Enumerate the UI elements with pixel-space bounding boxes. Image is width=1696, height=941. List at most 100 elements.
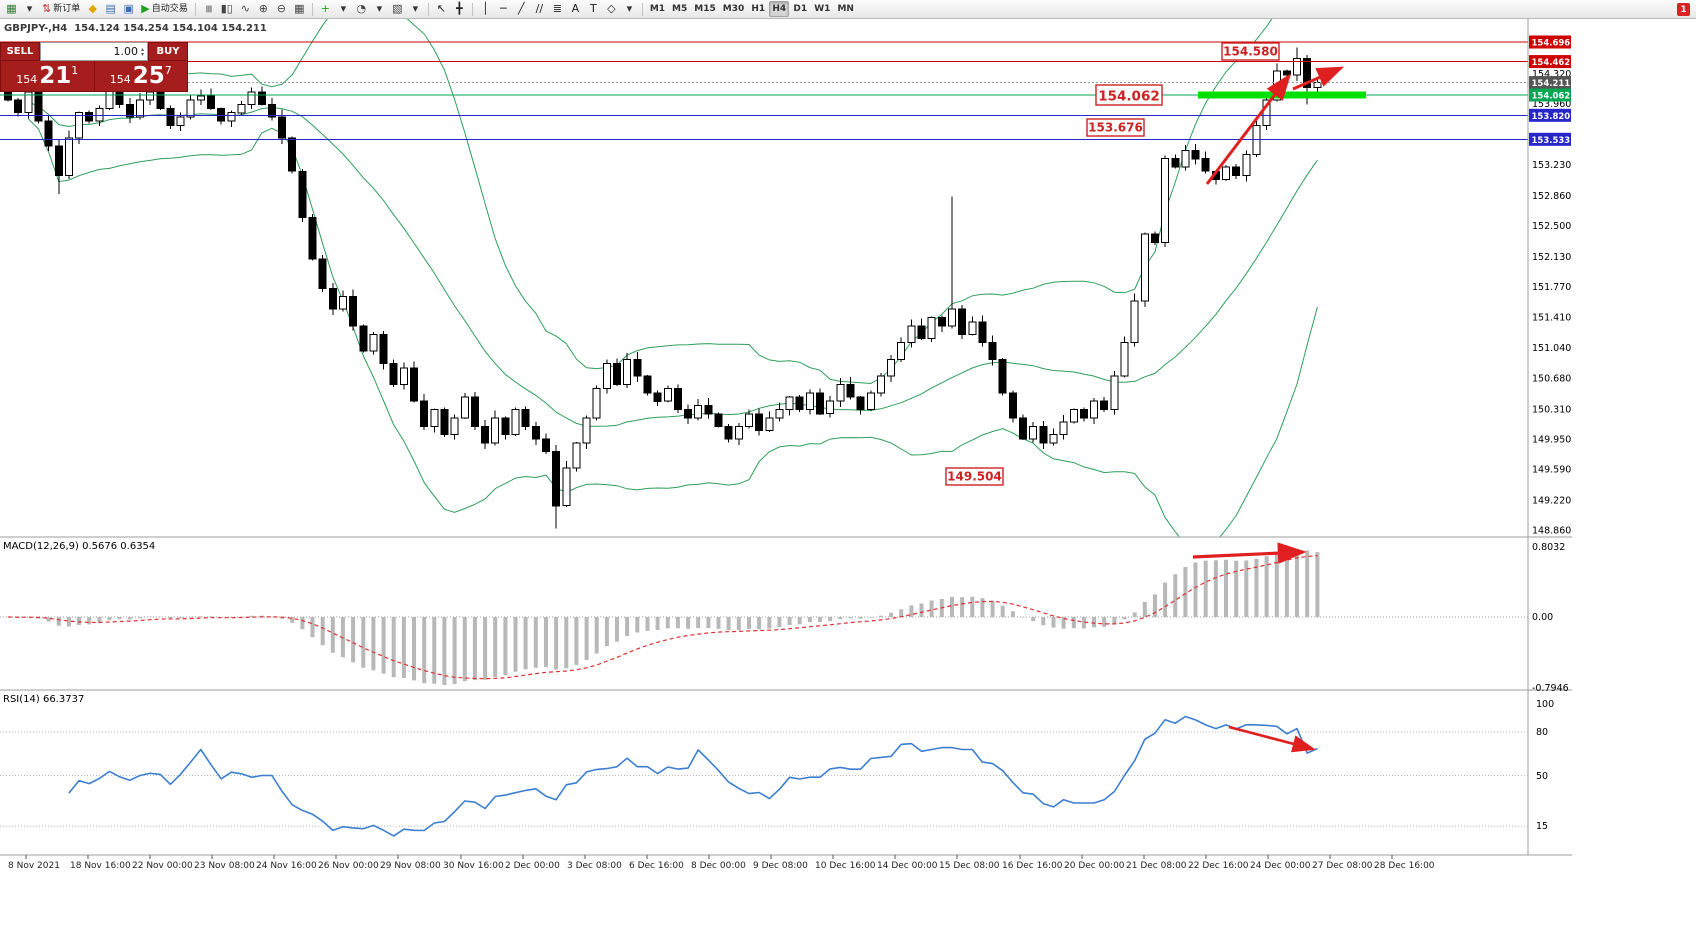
svg-text:30 Nov 16:00: 30 Nov 16:00	[443, 861, 504, 871]
toolbar-items: ▦ ▾ ⇅ 新订单 ◆ ▤ ▣ ▶ 自动交易 ≡ ▮▯ ∿ ⊕ ⊖ ▦ + ▾ ◔ ▾ ▧ ▾ ↖ ╋ │ ─ ╱ ∕∕ ≣ A T ◇ ▾ M…	[3, 1, 857, 17]
toolbar-separator	[194, 2, 196, 16]
sell-price-pips: 21	[39, 62, 72, 89]
market-watch-icon[interactable]: ▤	[105, 2, 116, 15]
timeframe-h4-button[interactable]: H4	[769, 1, 790, 17]
svg-text:151.040: 151.040	[1532, 343, 1571, 354]
timeframe-w1-button[interactable]: W1	[814, 4, 831, 14]
price-flag-labels[interactable]: 154.580 154.062 153.676 149.504	[945, 42, 1280, 486]
autotrading-button[interactable]: ▶ 自动交易	[138, 1, 190, 17]
horizontal-lines[interactable]	[0, 41, 1528, 140]
timeframe-mn-button[interactable]: MN	[837, 4, 854, 14]
new-order-button[interactable]: ⇅ 新订单	[39, 1, 83, 17]
svg-text:14 Dec 00:00: 14 Dec 00:00	[877, 861, 938, 871]
one-click-trading-panel: SELL 1.00 ▴ ▾ BUY 154 21 1 154 25 7	[0, 42, 188, 92]
svg-text:152.500: 152.500	[1532, 221, 1571, 232]
buy-price-prefix: 154	[109, 72, 131, 86]
svg-text:3 Dec 08:00: 3 Dec 08:00	[567, 861, 622, 871]
new-chart-dropdown-icon[interactable]: ▾	[26, 2, 33, 15]
macd-indicator-label: MACD(12,26,9) 0.5676 0.6354	[3, 541, 156, 552]
toolbar-separator	[427, 2, 429, 16]
notification-badge[interactable]: 1	[1677, 3, 1690, 16]
favorites-icon[interactable]: ◆	[88, 2, 97, 15]
svg-text:150.310: 150.310	[1532, 404, 1571, 415]
timeframe-m15-button[interactable]: M15	[694, 4, 716, 14]
svg-text:6 Dec 16:00: 6 Dec 16:00	[629, 861, 684, 871]
crosshair-icon[interactable]: ╋	[456, 2, 463, 15]
svg-text:100: 100	[1536, 699, 1554, 710]
label-tool-icon[interactable]: T	[589, 2, 597, 15]
svg-text:24 Dec 00:00: 24 Dec 00:00	[1250, 861, 1311, 871]
timeframe-m30-button[interactable]: M30	[722, 4, 745, 14]
fibonacci-icon[interactable]: ≣	[552, 2, 562, 15]
buy-price[interactable]: 154 25 7	[95, 61, 188, 91]
periods-dropdown-icon[interactable]: ▾	[376, 2, 383, 15]
timeframe-h1-button[interactable]: H1	[751, 4, 766, 14]
rsi-indicator-label: RSI(14) 66.3737	[3, 694, 85, 705]
cursor-icon[interactable]: ↖	[436, 2, 446, 15]
tile-windows-icon[interactable]: ▦	[294, 2, 305, 15]
svg-text:27 Dec 08:00: 27 Dec 08:00	[1312, 861, 1373, 871]
symbol-ohlc-label: GBPJPY-,H4 154.124 154.254 154.104 154.2…	[4, 23, 267, 34]
svg-text:28 Dec 16:00: 28 Dec 16:00	[1374, 861, 1435, 871]
zoom-out-icon[interactable]: ⊖	[276, 2, 286, 15]
svg-text:154.462: 154.462	[1532, 58, 1571, 68]
svg-text:80: 80	[1536, 727, 1548, 738]
new-order-icon: ⇅	[42, 2, 52, 15]
timeframe-d1-button[interactable]: D1	[793, 4, 808, 14]
svg-text:22 Dec 16:00: 22 Dec 16:00	[1188, 861, 1249, 871]
navigator-icon[interactable]: ▣	[123, 2, 134, 15]
svg-text:153.230: 153.230	[1532, 160, 1571, 171]
line-chart-mode-icon[interactable]: ∿	[240, 2, 250, 15]
volume-spinner[interactable]: ▴ ▾	[140, 45, 144, 58]
svg-text:29 Nov 08:00: 29 Nov 08:00	[380, 861, 441, 871]
svg-text:-0.7946: -0.7946	[1532, 683, 1569, 694]
timeframe-m5-button[interactable]: M5	[672, 4, 688, 14]
indicators-icon[interactable]: +	[320, 2, 330, 15]
toolbar-separator	[471, 2, 473, 16]
buy-price-pips: 25	[132, 62, 165, 89]
spinner-up-icon[interactable]: ▴	[140, 45, 144, 53]
svg-text:0.8032: 0.8032	[1532, 542, 1565, 553]
svg-text:149.220: 149.220	[1532, 495, 1571, 506]
templates-dropdown-icon[interactable]: ▾	[412, 2, 419, 15]
svg-text:23 Nov 08:00: 23 Nov 08:00	[194, 861, 255, 871]
svg-text:154.211: 154.211	[1532, 79, 1571, 89]
indicators-dropdown-icon[interactable]: ▾	[340, 2, 347, 15]
zoom-in-icon[interactable]: ⊕	[258, 2, 268, 15]
text-tool-icon[interactable]: A	[571, 2, 580, 15]
svg-text:15 Dec 08:00: 15 Dec 08:00	[939, 861, 1000, 871]
trend-arrows[interactable]	[1192, 66, 1345, 753]
timeframe-m1-button[interactable]: M1	[649, 4, 666, 14]
bar-chart-mode-icon[interactable]: ≡	[202, 4, 216, 14]
svg-text:16 Dec 16:00: 16 Dec 16:00	[1002, 861, 1063, 871]
buy-button[interactable]: BUY	[148, 42, 188, 61]
new-chart-icon[interactable]: ▦	[6, 2, 17, 15]
spinner-down-icon[interactable]: ▾	[140, 50, 144, 58]
svg-text:152.130: 152.130	[1532, 252, 1571, 263]
price-axis[interactable]: 154.320 153.960 153.230 152.860 152.500 152.1…	[1529, 35, 1571, 537]
volume-input[interactable]: 1.00 ▴ ▾	[40, 42, 148, 61]
rsi-panel	[0, 715, 1528, 837]
vertical-line-icon[interactable]: │	[482, 2, 489, 15]
new-order-label: 新订单	[53, 4, 81, 14]
horizontal-line-icon[interactable]: ─	[500, 2, 507, 15]
trendline-icon[interactable]: ╱	[518, 2, 525, 15]
bollinger-bands	[27, 19, 1318, 537]
svg-text:154.696: 154.696	[1532, 39, 1571, 49]
channel-icon[interactable]: ∕∕	[535, 2, 544, 15]
sell-price[interactable]: 154 21 1	[1, 61, 94, 91]
periods-icon[interactable]: ◔	[356, 2, 367, 15]
sell-button[interactable]: SELL	[0, 42, 40, 61]
svg-text:15: 15	[1536, 821, 1548, 832]
panel-separators[interactable]	[0, 19, 1572, 856]
svg-text:153.820: 153.820	[1532, 112, 1571, 122]
shapes-dropdown-icon[interactable]: ▾	[626, 2, 633, 15]
sell-price-prefix: 154	[16, 72, 38, 86]
templates-icon[interactable]: ▧	[392, 2, 403, 15]
shapes-icon[interactable]: ◇	[607, 2, 616, 15]
time-axis[interactable]: 8 Nov 2021 18 Nov 16:00 22 Nov 00:00 23 Nov…	[8, 855, 1435, 871]
macd-panel	[0, 549, 1528, 685]
candlestick-mode-icon[interactable]: ▮▯	[220, 2, 233, 15]
svg-text:21 Dec 08:00: 21 Dec 08:00	[1126, 861, 1187, 871]
